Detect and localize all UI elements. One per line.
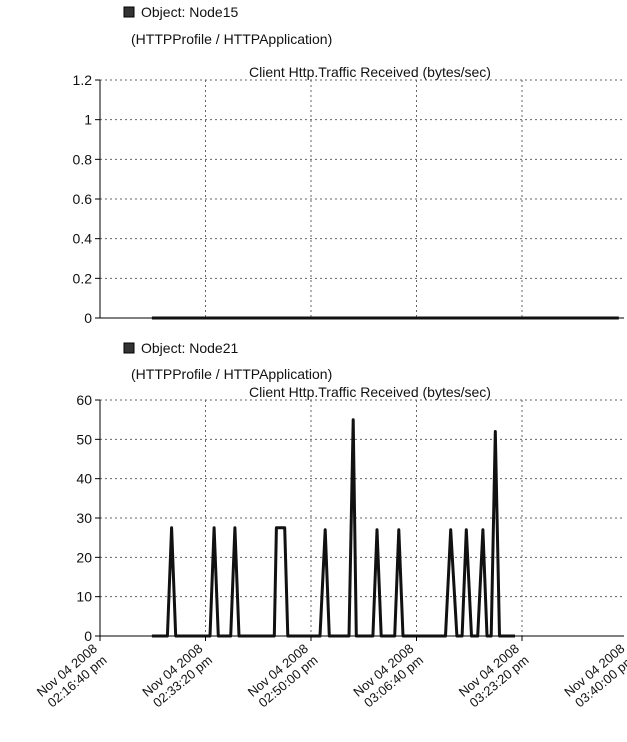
y-tick-label: 0.6 (73, 191, 93, 207)
x-tick-label: Nov 04 200803:06:40 pm (350, 641, 426, 711)
chart-subtitle-0: (HTTPProfile / HTTPApplication) (131, 31, 332, 47)
legend-label-1: Object: Node21 (141, 340, 238, 356)
y-tick-label: 0.4 (73, 231, 93, 247)
y-tick-label: 0.2 (73, 270, 93, 286)
y-tick-label: 0 (84, 628, 92, 644)
y-tick-label: 10 (76, 589, 92, 605)
x-tick-label: Nov 04 200802:33:20 pm (139, 641, 215, 711)
series-line-1-0 (151, 418, 515, 638)
y-tick-label: 1.2 (73, 72, 93, 88)
y-tick-label: 50 (76, 431, 92, 447)
x-tick-label: Nov 04 200803:40:00 pm (561, 641, 627, 711)
chart-title-0: Client Http.Traffic Received (bytes/sec) (249, 64, 491, 80)
chart-title-1: Client Http.Traffic Received (bytes/sec) (249, 384, 491, 400)
x-tick-label: Nov 04 200803:23:20 pm (456, 641, 532, 711)
y-tick-label: 60 (76, 392, 92, 408)
chart-subtitle-1: (HTTPProfile / HTTPApplication) (131, 366, 332, 382)
x-tick-label: Nov 04 200802:16:40 pm (34, 641, 110, 711)
y-tick-label: 0.8 (73, 151, 93, 167)
y-tick-label: 0 (84, 310, 92, 326)
legend-label-0: Object: Node15 (141, 4, 238, 20)
legend-swatch-1 (123, 342, 135, 354)
y-tick-label: 30 (76, 510, 92, 526)
legend-swatch-0 (123, 6, 135, 18)
y-tick-label: 40 (76, 471, 92, 487)
x-tick-label: Nov 04 200802:50:00 pm (245, 641, 321, 711)
y-tick-label: 20 (76, 549, 92, 565)
y-tick-label: 1 (84, 112, 92, 128)
